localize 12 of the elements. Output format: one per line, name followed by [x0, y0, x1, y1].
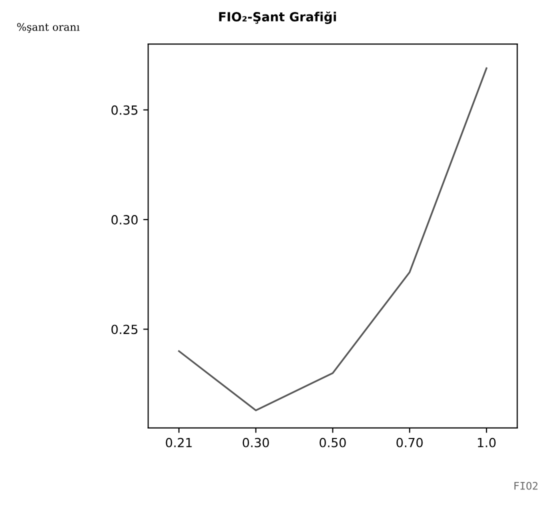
chart-title: FIO₂-Şant Grafiği [219, 11, 336, 24]
y-tick-label: 0.30 [111, 215, 138, 224]
line-series [178, 67, 488, 412]
x-tick-label: 0.50 [320, 438, 346, 448]
x-tick-label: 1.0 [478, 438, 496, 448]
x-tick-label: 0.30 [242, 438, 269, 448]
x-tick-label: 0.21 [166, 438, 192, 448]
x-tick-label: 0.70 [396, 438, 423, 448]
y-tick-label: 0.35 [111, 105, 138, 115]
y-tick-label: 0.25 [111, 324, 138, 334]
x-axis-title: FIO2 [514, 482, 538, 490]
y-axis-title: %şant oranı [17, 23, 80, 33]
